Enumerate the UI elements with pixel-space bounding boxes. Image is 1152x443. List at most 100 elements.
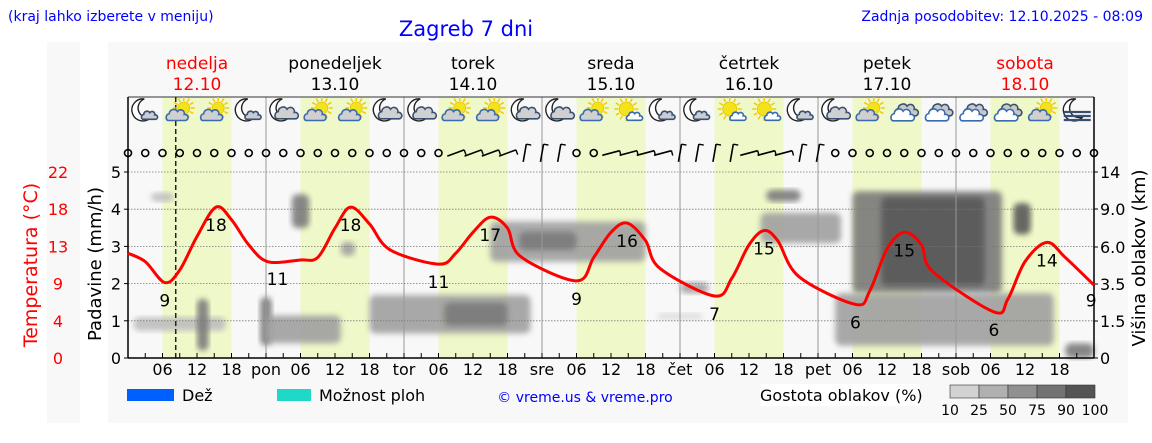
moon-small-cloud-icon [131,98,159,122]
x-hour-label: 18 [773,360,793,379]
sun-ray [315,98,319,103]
wind-calm-icon [986,148,995,158]
wind-calm-icon [1072,148,1082,158]
sun-ray [223,110,229,115]
weather-icons-row [131,97,1091,122]
sun-ray [453,98,457,103]
sun-ray [1036,101,1041,106]
sun-ray [462,98,466,103]
sun-cloud-icon [441,97,471,122]
cloud-icon [199,108,224,122]
sun-cloud-icon [337,97,368,122]
cloud-icon [550,106,576,120]
wind-barb-staff [481,149,499,157]
sun-small-cloud-icon [614,97,644,122]
sun-ray [324,98,328,103]
legend: Dež Možnost ploh © vreme.us & vreme.pro … [127,384,1108,419]
moon-cloud-icon [510,98,541,122]
cloud-density-map [133,189,1094,358]
wind-calm-icon [416,148,426,158]
sun-ray [327,110,332,115]
cloud-icon [924,108,950,122]
wind-calm-icon [1037,148,1047,158]
sun-ray [723,115,727,120]
day-name: torek [451,54,495,74]
temperature-tick-label: 18 [48,200,68,219]
x-hour-label: 12 [325,360,345,379]
moon-small-cloud-icon [683,98,711,122]
x-hour-label: 18 [221,360,241,379]
x-hour-label: 12 [877,360,897,379]
wind-barb-flag [802,143,808,146]
day-name: sobota [996,54,1054,74]
density-swatch [1007,384,1038,399]
wind-barb-flag [526,143,532,146]
sun-ray [497,98,501,103]
cloud-icon [993,108,1019,122]
sun-ray [488,98,492,103]
x-hour-label: 12 [187,360,207,379]
density-tick-label: 75 [1028,403,1046,419]
x-hour-label: 18 [497,360,517,379]
wind-calm-icon [899,148,909,158]
gridlines [128,96,1094,358]
x-hour-label: 12 [601,360,621,379]
sun-ray [867,98,871,103]
cloud-icon [826,106,852,120]
wind-calm-icon [968,148,978,158]
location-hint-link[interactable]: (kraj lahko izberete v meniju) [8,9,214,25]
rain-legend-label: Dež [182,386,213,405]
wind-calm-icon [175,148,185,158]
cloud-icon [412,106,438,120]
credit-link[interactable]: © vreme.us & vreme.pro [497,390,672,406]
x-hour-label: 18 [911,360,931,379]
wind-calm-icon [848,148,857,158]
wind-barb-staff [677,143,683,163]
wind-barb-staff [757,149,776,157]
cloud-icon [763,111,782,122]
day-date: 18.10 [1001,75,1050,95]
wind-barb-staff [498,149,517,157]
temperature-extreme-label: 6 [989,321,1000,341]
wind-barb-staff [653,149,672,157]
wind-barb-icon [774,149,795,157]
sun-ray [600,98,604,103]
cloud-icon [303,108,327,122]
sun-ray [591,98,595,103]
precipitation-tick-label: 3 [111,237,121,256]
wind-barb-flag [681,143,687,146]
sun-ray [361,110,367,115]
sun-ray [499,101,505,106]
cloud-icon [515,106,541,120]
wind-barb-icon [522,143,532,163]
density-swatch [1036,384,1067,399]
temperature-extreme-label: 9 [1086,291,1097,311]
sun-ray [879,101,884,106]
cloud-region [151,192,174,202]
cloud-height-tick-label: 14 [1100,163,1120,182]
wind-calm-icon [882,148,892,158]
cloud-icon [337,108,362,122]
x-hour-label: 06 [428,360,448,379]
wind-barb-flag [480,149,484,155]
sun-ray [1051,110,1057,115]
cloud-region [1013,203,1031,235]
sun-ray [876,98,880,103]
density-tick-label: 90 [1057,403,1075,419]
temperature-extreme-label: 15 [753,240,775,260]
cloud-icon [625,111,644,122]
wind-calm-icon [865,148,875,158]
sun-ray [603,110,608,115]
wind-calm-icon [140,148,150,158]
sun-ray [615,112,620,116]
precipitation-tick-label: 4 [111,200,121,219]
cloud-icon [274,106,300,120]
x-day-label: pon [251,360,281,379]
wind-barb-staff [539,143,545,163]
precipitation-tick-label: 5 [111,163,121,182]
density-tick-label: 100 [1082,403,1109,419]
temperature-tick-label: 0 [53,349,63,368]
sun-ray [359,98,363,103]
x-day-label: tor [393,360,416,379]
